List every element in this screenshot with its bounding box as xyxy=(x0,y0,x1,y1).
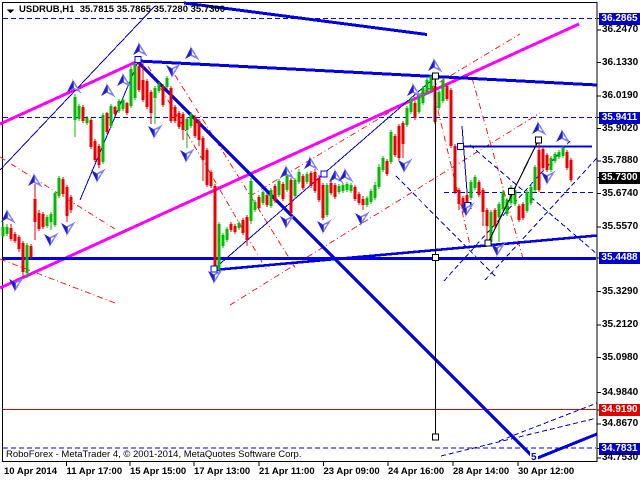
svg-text:5: 5 xyxy=(531,452,537,463)
